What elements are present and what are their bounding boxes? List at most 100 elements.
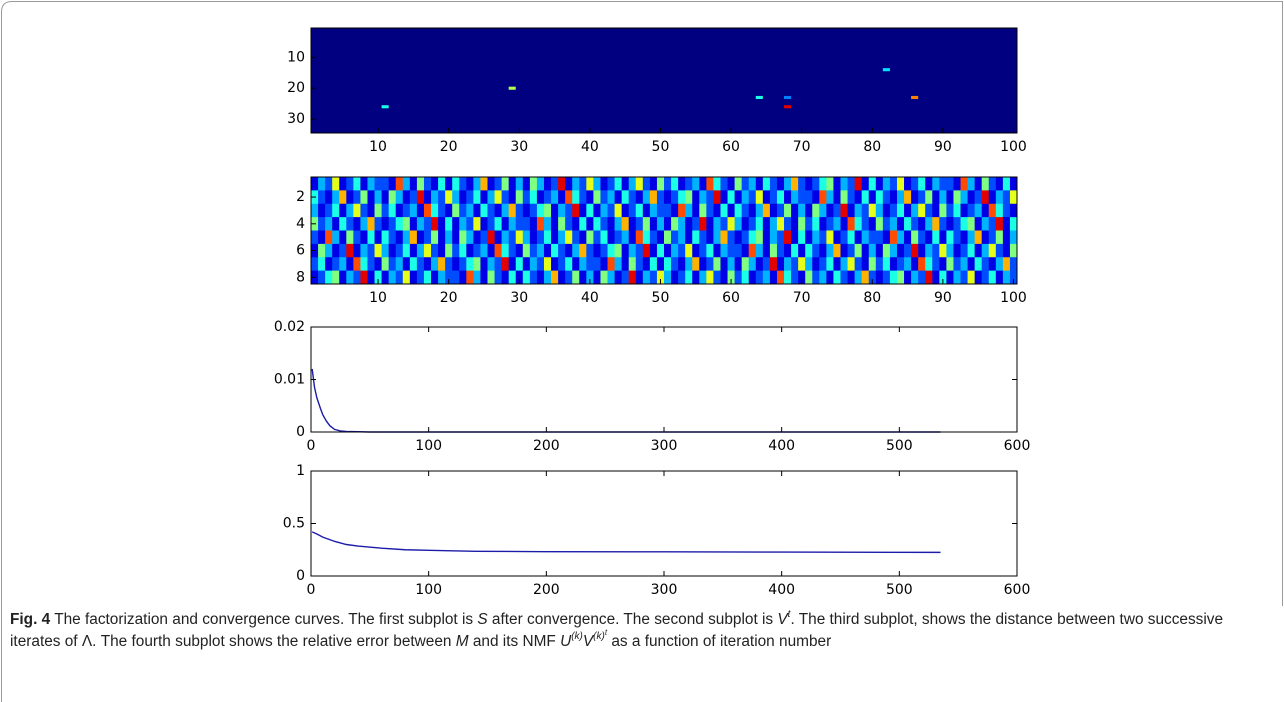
heatmap-cell <box>628 230 637 245</box>
heatmap-cell <box>875 190 884 205</box>
heatmap-cell <box>459 230 467 245</box>
heatmap-cell <box>593 190 601 205</box>
heatmap-cell <box>367 230 375 245</box>
heatmap-cell <box>854 270 863 285</box>
heatmap-cell <box>896 270 905 285</box>
heatmap-cell <box>480 217 488 231</box>
heatmap-cell <box>995 257 1004 272</box>
heatmap-cell <box>727 243 735 258</box>
heatmap-cell <box>706 217 714 231</box>
heatmap-cell <box>656 217 665 231</box>
heatmap-cell <box>522 177 531 191</box>
x-tick-label: 30 <box>510 290 528 306</box>
heatmap-cell <box>656 190 665 205</box>
heatmap-cell <box>656 243 665 258</box>
heatmap-cell <box>565 190 573 205</box>
heatmap-cell <box>353 217 361 231</box>
heatmap-cell <box>847 230 856 245</box>
heatmap-cell <box>805 217 813 231</box>
heatmap-cell <box>515 270 524 285</box>
heatmap-cell <box>861 243 870 258</box>
heatmap-cell <box>706 243 714 258</box>
heatmap-cell <box>593 217 601 231</box>
heatmap-cell <box>642 230 651 245</box>
heatmap-cell <box>960 190 968 205</box>
heatmap-cell <box>769 190 778 205</box>
heatmap-cell <box>960 230 968 245</box>
heatmap-cell <box>438 217 446 231</box>
heatmap-cell <box>755 270 764 285</box>
heatmap-cell <box>904 257 912 272</box>
heatmap-cell <box>678 190 686 205</box>
heatmap-cell <box>409 270 418 285</box>
heatmap-cell <box>974 177 983 191</box>
heatmap-cell <box>875 177 884 191</box>
heatmap-cell <box>311 203 319 218</box>
x-tick-label: 70 <box>793 290 811 306</box>
heatmap-cell <box>932 177 940 191</box>
heatmap-cell <box>529 230 538 245</box>
heatmap-cell <box>431 243 439 258</box>
heatmap-cell <box>713 243 721 258</box>
heatmap-cell <box>508 190 517 205</box>
heatmap-cell <box>713 177 721 191</box>
heatmap-cell <box>522 230 531 245</box>
heatmap-cell <box>904 243 912 258</box>
heatmap-cell <box>543 230 552 245</box>
heatmap-cell <box>515 177 524 191</box>
heatmap-cell <box>346 270 354 285</box>
heatmap-cell <box>946 257 954 272</box>
heatmap-cell <box>402 177 411 191</box>
heatmap-cell <box>565 270 573 285</box>
heatmap-cell <box>932 230 940 245</box>
x-tick-label: 300 <box>651 582 678 598</box>
heatmap-cell <box>918 257 926 272</box>
heatmap-cell <box>678 230 686 245</box>
heatmap-cell <box>494 257 503 272</box>
heatmap-cell <box>325 217 333 231</box>
heatmap-cell <box>529 270 538 285</box>
heatmap-cell <box>805 203 813 218</box>
heatmap-cell <box>536 177 545 191</box>
heatmap-cell <box>1009 257 1018 272</box>
x-tick-label: 100 <box>1000 290 1027 306</box>
heatmap-cell <box>678 217 686 231</box>
heatmap-cell <box>501 243 510 258</box>
heatmap-cell <box>600 243 608 258</box>
heatmap-cell <box>685 177 693 191</box>
y-tick-label: 0.02 <box>274 319 305 335</box>
heatmap-cell <box>395 230 404 245</box>
heatmap-cell <box>381 203 390 218</box>
heatmap-cell <box>911 217 919 231</box>
x-tick-label: 50 <box>652 290 670 306</box>
heatmap-cell <box>466 270 474 285</box>
heatmap-cell <box>685 270 693 285</box>
heatmap-cell <box>925 203 933 218</box>
heatmap-cell <box>416 243 425 258</box>
heatmap-cell <box>692 177 700 191</box>
heatmap-cell <box>579 270 587 285</box>
heatmap-cell <box>882 203 891 218</box>
caption-text: . The third subplot, shows the distance … <box>10 611 1224 650</box>
heatmap-cell <box>882 177 891 191</box>
heatmap-cell <box>388 270 397 285</box>
heatmap-cell <box>854 257 863 272</box>
heatmap-cell <box>889 257 898 272</box>
heatmap-cell <box>501 230 510 245</box>
heatmap-cell <box>784 177 792 191</box>
heatmap-cell <box>480 243 488 258</box>
heatmap-cell <box>614 190 623 205</box>
heatmap-cell <box>981 243 990 258</box>
heatmap-cell <box>1009 217 1018 231</box>
caption-text: as a function of iteration number <box>607 633 832 650</box>
heatmap-cell <box>798 270 806 285</box>
heatmap-cell <box>558 177 566 191</box>
heatmap-cell <box>932 203 940 218</box>
heatmap-cell <box>854 190 863 205</box>
caption: Fig. 4 The factorization and convergence… <box>10 609 1272 653</box>
heatmap-cell <box>918 177 926 191</box>
heatmap-cell <box>374 270 382 285</box>
heatmap-cell <box>896 177 905 191</box>
heatmap-cell <box>325 203 333 218</box>
heatmap-cell <box>826 270 834 285</box>
